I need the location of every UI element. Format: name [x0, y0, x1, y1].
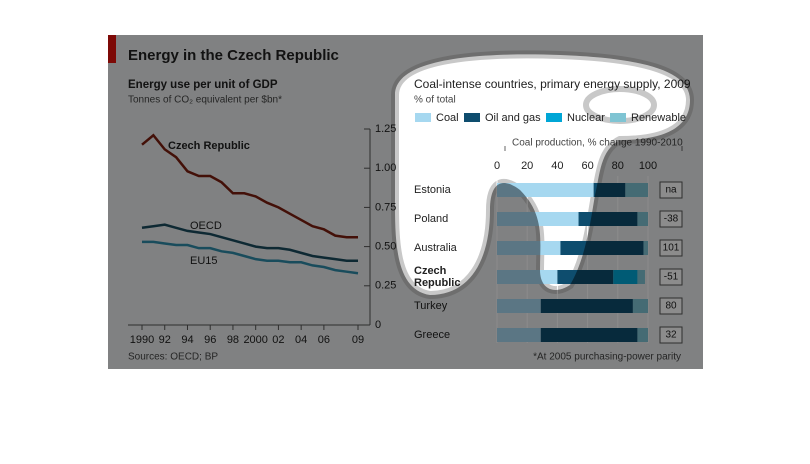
line — [142, 240, 359, 275]
overlay — [108, 35, 703, 369]
category-label: Estonia — [414, 184, 452, 196]
value-box — [659, 181, 683, 199]
bar-segment — [632, 299, 648, 313]
bar-segment — [625, 183, 648, 197]
bar-segment — [578, 212, 638, 226]
chart-title: Energy use per unit of GDP — [128, 79, 278, 91]
x-tick-label: 92 — [159, 334, 171, 346]
line — [141, 223, 358, 262]
x-tick-label: 94 — [181, 334, 193, 346]
line — [141, 133, 358, 239]
bracket — [504, 146, 683, 151]
bar-segment — [497, 328, 541, 342]
red-tag — [108, 35, 116, 63]
value-label: na — [665, 185, 677, 196]
value-box — [659, 326, 683, 344]
category-label: Poland — [414, 213, 448, 225]
x-tick-label: 02 — [272, 334, 284, 346]
bar-segment — [497, 270, 558, 284]
x-tick-label: 06 — [318, 334, 330, 346]
x-tick-label: 100 — [639, 160, 657, 172]
bar-segment — [497, 183, 594, 197]
x-tick-label: 09 — [352, 334, 364, 346]
value-label: 80 — [665, 301, 677, 312]
y-tick-label: 0.50 — [375, 241, 396, 253]
y-tick-label: 1.25 — [375, 123, 396, 135]
x-tick-label: 0 — [494, 160, 500, 172]
legend-label: Renewable — [631, 112, 686, 124]
bar-segment — [643, 241, 648, 255]
value-label: -51 — [664, 272, 679, 283]
category-label: CzechRepublic — [414, 265, 460, 289]
bar-segment — [540, 299, 633, 313]
legend-swatch — [546, 113, 562, 122]
page-title: Energy in the Czech Republic — [128, 47, 339, 64]
legend-label: Oil and gas — [485, 112, 541, 124]
chart-subtitle: Tonnes of CO₂ equivalent per $bn* — [128, 95, 282, 106]
series-label: OECD — [190, 220, 222, 232]
source: Sources: OECD; BP — [128, 352, 218, 363]
series-label: EU15 — [190, 255, 218, 267]
x-tick-label: 20 — [521, 160, 533, 172]
category-label: Australia — [414, 242, 458, 254]
bar-segment — [497, 241, 561, 255]
y-tick-label: 0.25 — [375, 280, 396, 292]
chart-title: Coal-intense countries, primary energy s… — [414, 77, 691, 91]
legend-swatch — [415, 113, 431, 122]
legend-swatch — [464, 113, 480, 122]
x-tick-label: 96 — [204, 334, 216, 346]
chart-subtitle: % of total — [414, 95, 456, 106]
x-tick-label: 04 — [295, 334, 307, 346]
category-label: Greece — [414, 329, 450, 341]
bar-segment — [613, 270, 638, 284]
bar-segment — [540, 328, 638, 342]
bar-segment — [637, 270, 645, 284]
bar-segment — [593, 183, 626, 197]
legend-label: Nuclear — [567, 112, 605, 124]
footnote: *At 2005 purchasing-power parity — [533, 352, 681, 363]
category-label: Turkey — [414, 300, 448, 312]
y-tick-label: 0.75 — [375, 201, 396, 213]
content: Energy in the Czech Republic Energy use … — [128, 47, 691, 363]
bar-segment — [497, 299, 541, 313]
legend-swatch — [610, 113, 626, 122]
x-tick-label: 98 — [227, 334, 239, 346]
y-tick-label: 1.00 — [375, 162, 396, 174]
x-tick-label: 60 — [581, 160, 593, 172]
x-tick-label: 40 — [551, 160, 563, 172]
series-label: Czech Republic — [168, 140, 250, 152]
value-label: 101 — [663, 243, 680, 254]
value-box — [659, 210, 683, 228]
value-box — [659, 268, 683, 286]
x-tick-label: 1990 — [130, 334, 154, 346]
bar-segment — [637, 328, 648, 342]
value-label: -38 — [664, 214, 679, 225]
bar-segment — [560, 241, 644, 255]
value-box — [659, 239, 683, 257]
value-box — [659, 297, 683, 315]
side-title: Coal production, % change 1990-2010 — [512, 138, 683, 149]
x-tick-label: 80 — [612, 160, 624, 172]
bar-segment — [557, 270, 614, 284]
bar-segment — [637, 212, 648, 226]
value-label: 32 — [665, 330, 677, 341]
bar-segment — [497, 212, 579, 226]
legend-label: Coal — [436, 112, 459, 124]
y-tick-label: 0 — [375, 319, 381, 331]
x-tick-label: 2000 — [243, 334, 267, 346]
